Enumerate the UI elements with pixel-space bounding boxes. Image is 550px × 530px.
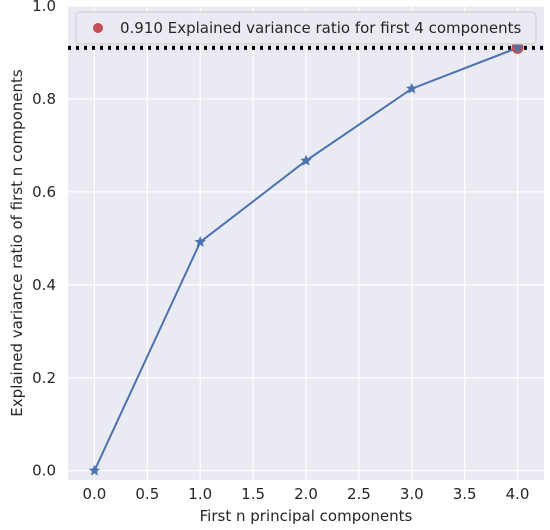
series-point-star <box>300 154 312 166</box>
y-axis-label: Explained variance ratio of first n comp… <box>8 69 26 417</box>
x-tick-label: 2.5 <box>347 485 371 503</box>
grid <box>68 5 544 480</box>
legend-box <box>75 11 537 45</box>
y-tick-label: 1.0 <box>32 0 56 15</box>
y-tick-label: 0.6 <box>32 183 56 201</box>
series-point-star <box>88 464 101 476</box>
series-point-star <box>406 82 418 94</box>
x-tick-label: 0.0 <box>83 485 107 503</box>
x-tick-label: 4.0 <box>506 485 530 503</box>
y-tick-label: 0.0 <box>32 462 56 480</box>
x-tick-label: 3.5 <box>453 485 477 503</box>
y-tick-label: 0.8 <box>32 90 56 108</box>
series-point-star <box>511 41 524 53</box>
x-tick-label: 3.0 <box>400 485 424 503</box>
x-tick-label: 1.0 <box>188 485 212 503</box>
x-tick-label: 2.0 <box>294 485 318 503</box>
series-point-star <box>194 236 206 247</box>
x-tick-label: 1.5 <box>241 485 265 503</box>
y-tick-label: 0.4 <box>32 276 56 294</box>
legend-marker <box>93 23 103 33</box>
y-tick-label: 0.2 <box>32 369 56 387</box>
legend-label: 0.910 Explained variance ratio for first… <box>120 19 521 37</box>
series-group <box>88 41 524 476</box>
x-tick-label: 0.5 <box>135 485 159 503</box>
x-axis-label: First n principal components <box>200 507 413 525</box>
tick-labels: 0.0 0.5 1.0 1.5 2.0 2.5 3.0 3.5 4.0 0.0 0.2 0.4 0.6 0… <box>32 0 529 503</box>
legend: 0.910 Explained variance ratio for first… <box>75 11 537 45</box>
